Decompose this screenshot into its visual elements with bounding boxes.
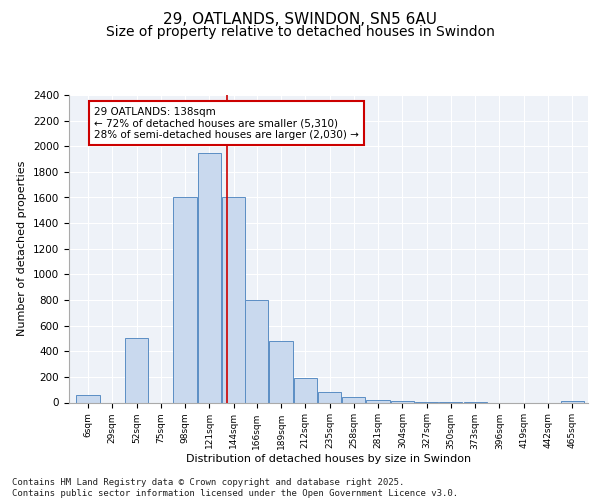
Bar (76, 395, 100, 402)
X-axis label: Distribution of detached houses by size in Swindon: Distribution of detached houses by size … (186, 454, 471, 464)
Bar (245, 300, 268, 402)
Bar (560, 401, 584, 402)
Bar (367, 400, 389, 402)
Bar (342, 398, 365, 402)
Bar (391, 401, 414, 402)
Bar (125, 338, 148, 402)
Bar (318, 392, 341, 402)
Text: 29 OATLANDS: 138sqm
← 72% of detached houses are smaller (5,310)
28% of semi-det: 29 OATLANDS: 138sqm ← 72% of detached ho… (94, 106, 359, 140)
Text: Size of property relative to detached houses in Swindon: Size of property relative to detached ho… (106, 25, 494, 39)
Bar (269, 341, 293, 402)
Bar (222, 198, 245, 402)
Text: 29, OATLANDS, SWINDON, SN5 6AU: 29, OATLANDS, SWINDON, SN5 6AU (163, 12, 437, 28)
Bar (197, 152, 221, 402)
Bar (293, 378, 317, 402)
Y-axis label: Number of detached properties: Number of detached properties (17, 161, 28, 336)
Bar (173, 198, 197, 402)
Text: Contains HM Land Registry data © Crown copyright and database right 2025.
Contai: Contains HM Land Registry data © Crown c… (12, 478, 458, 498)
